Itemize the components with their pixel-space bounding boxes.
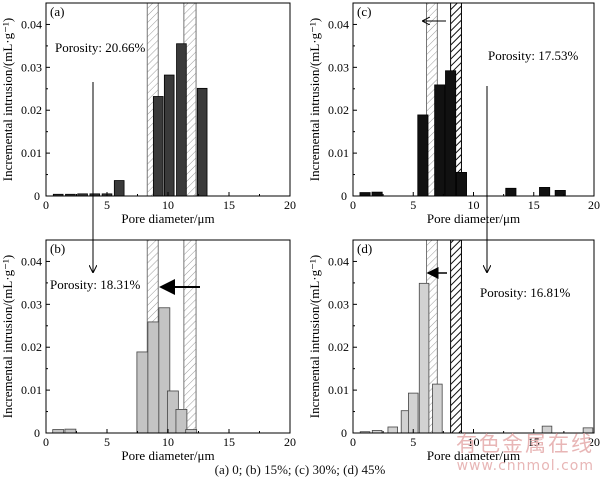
y-tick-label-a-2: 0.03 [21,60,42,74]
bar-b-0 [52,429,65,434]
panel-label-a: (a) [50,4,64,19]
x-tick-label-a-0: 0 [43,198,49,212]
y-tick-label-d-2: 0.03 [328,297,349,311]
porosity-label-b: Porosity: 18.31% [50,277,140,292]
y-tick-label-c-zero: 0 [341,189,347,203]
y-tick-label-d-zero: 0 [341,426,347,440]
bar-c-0 [359,192,371,197]
watermark: 有色金属在线 www.cnnmol.com [456,428,594,474]
watermark-text: 有色金属在线 [456,432,594,456]
x-tick-label-b-2: 10 [162,435,174,449]
y-axis-label-b: Incremental intrusion/(mL·g⁻¹) [0,255,15,418]
x-tick-label-c-3: 15 [528,198,540,212]
bar-a-7 [163,74,175,197]
x-tick-label-a-4: 20 [284,198,296,212]
y-tick-label-c-3: 0.04 [328,17,349,31]
panel-label-b: (b) [50,241,65,256]
bar-c-6 [505,187,517,197]
x-tick-label-d-4: 20 [588,435,600,449]
bar-c-2 [417,114,429,197]
porosity-label-c: Porosity: 17.53% [488,48,578,63]
panel-label-d: (d) [357,241,372,256]
x-tick-label-d-0: 0 [350,435,356,449]
y-axis-label-a: Incremental intrusion/(mL·g⁻¹) [0,18,15,181]
bar-a-5 [113,180,125,197]
x-tick-label-b-4: 20 [284,435,296,449]
x-tick-label-c-4: 20 [588,198,600,212]
hatch-band-d-1 [450,239,462,434]
y-tick-label-b-3: 0.04 [21,254,42,268]
figure-caption: (a) 0; (b) 15%; (c) 30%; (d) 45% [214,462,386,477]
x-tick-label-a-3: 15 [223,198,235,212]
y-tick-label-c-1: 0.02 [328,103,349,117]
bar-b-2 [136,351,149,434]
x-axis-label-d: Pore diameter/μm [427,448,520,463]
x-tick-label-c-1: 5 [410,198,416,212]
bar-c-3 [434,84,446,197]
bar-b-1 [64,428,77,434]
bar-c-7 [539,187,551,197]
y-tick-label-a-zero: 0 [34,189,40,203]
y-tick-label-c-0: 0.01 [328,146,349,160]
y-tick-label-a-1: 0.02 [21,103,42,117]
y-tick-label-d-0: 0.01 [328,383,349,397]
bar-c-4 [445,70,457,197]
bar-c-1 [371,191,383,197]
y-tick-label-b-2: 0.03 [21,297,42,311]
x-tick-label-b-0: 0 [43,435,49,449]
y-tick-label-b-1: 0.02 [21,340,42,354]
porosity-label-d: Porosity: 16.81% [480,285,570,300]
x-axis-label-b: Pore diameter/μm [121,448,214,463]
panel-b: 0 5 10 15 20 0 0.01 0.02 0.03 0.04 Pore diameter/μ… [0,239,296,463]
bar-d-6 [432,383,443,434]
x-tick-label-d-2: 10 [468,435,480,449]
bar-c-5 [455,172,467,197]
x-tick-label-a-1: 5 [104,198,110,212]
watermark-url: www.cnnmol.com [456,458,594,474]
bar-a-9 [196,87,208,197]
x-tick-label-d-3: 15 [528,435,540,449]
porosity-label-a: Porosity: 20.66% [55,40,145,55]
y-tick-label-b-0: 0.01 [21,383,42,397]
y-tick-label-b-zero: 0 [34,426,40,440]
axes-frame-c [352,2,595,197]
x-tick-label-d-1: 5 [410,435,416,449]
y-axis-label-c: Incremental intrusion/(mL·g⁻¹) [307,18,322,181]
y-tick-label-a-0: 0.01 [21,146,42,160]
y-tick-label-d-1: 0.02 [328,340,349,354]
x-tick-label-c-2: 10 [468,198,480,212]
x-tick-label-c-0: 0 [350,198,356,212]
x-axis-label-a: Pore diameter/μm [121,211,214,226]
bar-d-5 [418,282,430,434]
bar-b-7 [185,429,198,434]
y-tick-label-a-3: 0.04 [21,17,42,31]
x-tick-label-b-3: 15 [223,435,235,449]
y-axis-label-d: Incremental intrusion/(mL·g⁻¹) [307,255,322,418]
bar-d-4 [408,392,419,434]
y-tick-label-c-2: 0.03 [328,60,349,74]
y-tick-label-d-3: 0.04 [328,254,349,268]
x-axis-label-c: Pore diameter/μm [427,211,520,226]
panel-c: 0 5 10 15 20 0 0.01 0.02 0.03 0.04 Pore diameter/μ… [307,2,600,226]
x-tick-label-b-1: 5 [104,435,110,449]
axes-frame-d [352,239,595,434]
bar-a-8 [176,43,187,197]
bar-a-6 [152,96,164,197]
x-tick-label-a-2: 10 [162,198,174,212]
bar-b-6 [175,409,188,434]
bar-d-2 [387,426,398,434]
panel-d: 0 5 10 15 20 0 0.01 0.02 0.03 0.04 Pore diameter/μ… [307,239,600,463]
panel-label-c: (c) [357,4,371,19]
panel-a: 0 5 10 15 20 0 0.01 0.02 0.03 0.04 Pore diameter/μ… [0,2,296,226]
hatch-band-b-1 [183,239,197,434]
bar-b-3 [147,321,160,434]
